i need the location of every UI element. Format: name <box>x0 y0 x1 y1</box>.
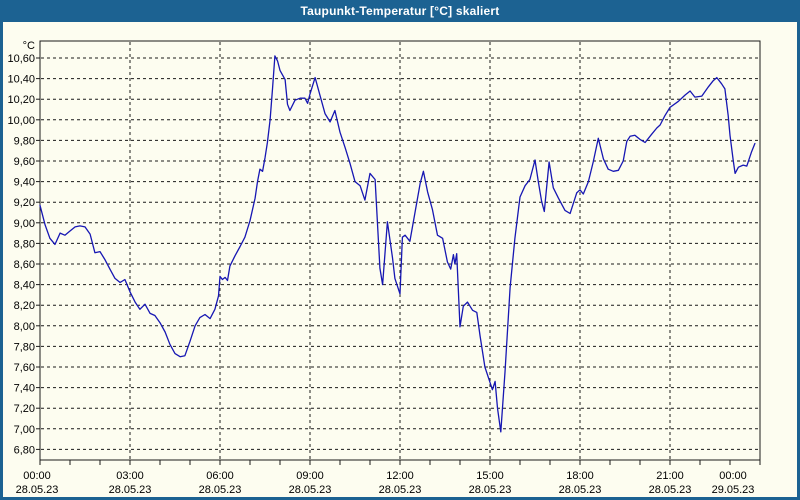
y-tick-label: 7,00 <box>14 424 35 436</box>
y-tick-label: 9,60 <box>14 156 35 168</box>
y-tick-label: 9,80 <box>14 135 35 147</box>
x-tick-date-label: 28.05.23 <box>469 484 512 496</box>
x-tick-time-label: 12:00 <box>386 470 414 482</box>
y-tick-label: 7,40 <box>14 383 35 395</box>
y-tick-label: 10,60 <box>7 53 35 65</box>
chart-title-bar: Taupunkt-Temperatur [°C] skaliert <box>0 0 800 22</box>
x-tick-time-label: 00:00 <box>719 470 747 482</box>
x-tick-time-label: 03:00 <box>116 470 144 482</box>
y-tick-label: 8,00 <box>14 321 35 333</box>
y-tick-label: 7,80 <box>14 341 35 353</box>
y-tick-label: 8,40 <box>14 280 35 292</box>
y-tick-label: 10,40 <box>7 74 35 86</box>
plot-border <box>39 40 761 461</box>
y-tick-label: 6,80 <box>14 444 35 456</box>
x-tick-time-label: 00:00 <box>23 470 51 482</box>
y-tick-label: 9,00 <box>14 218 35 230</box>
x-tick-time-label: 21:00 <box>656 470 684 482</box>
x-tick-date-label: 28.05.23 <box>559 484 602 496</box>
y-tick-label: 10,20 <box>7 94 35 106</box>
x-tick-date-label: 28.05.23 <box>649 484 692 496</box>
x-tick-date-label: 29.05.23 <box>712 484 755 496</box>
x-tick-time-label: 09:00 <box>296 470 324 482</box>
x-tick-date-label: 28.05.23 <box>379 484 422 496</box>
x-tick-time-label: 18:00 <box>566 470 594 482</box>
series-line <box>39 55 756 433</box>
x-tick-date-label: 28.05.23 <box>109 484 152 496</box>
x-tick-time-label: 15:00 <box>476 470 504 482</box>
y-axis-unit-label: °C <box>23 40 35 52</box>
x-tick-date-label: 28.05.23 <box>199 484 242 496</box>
y-tick-label: 7,20 <box>14 403 35 415</box>
y-tick-label: 10,00 <box>7 115 35 127</box>
y-tick-label: 9,20 <box>14 197 35 209</box>
x-tick-date-label: 28.05.23 <box>16 484 59 496</box>
y-tick-label: 7,60 <box>14 362 35 374</box>
x-tick-time-label: 06:00 <box>206 470 234 482</box>
y-tick-label: 8,60 <box>14 259 35 271</box>
y-tick-label: 9,40 <box>14 177 35 189</box>
y-tick-label: 8,80 <box>14 238 35 250</box>
x-tick-date-label: 28.05.23 <box>289 484 332 496</box>
chart-title: Taupunkt-Temperatur [°C] skaliert <box>300 4 500 18</box>
y-tick-label: 8,20 <box>14 300 35 312</box>
